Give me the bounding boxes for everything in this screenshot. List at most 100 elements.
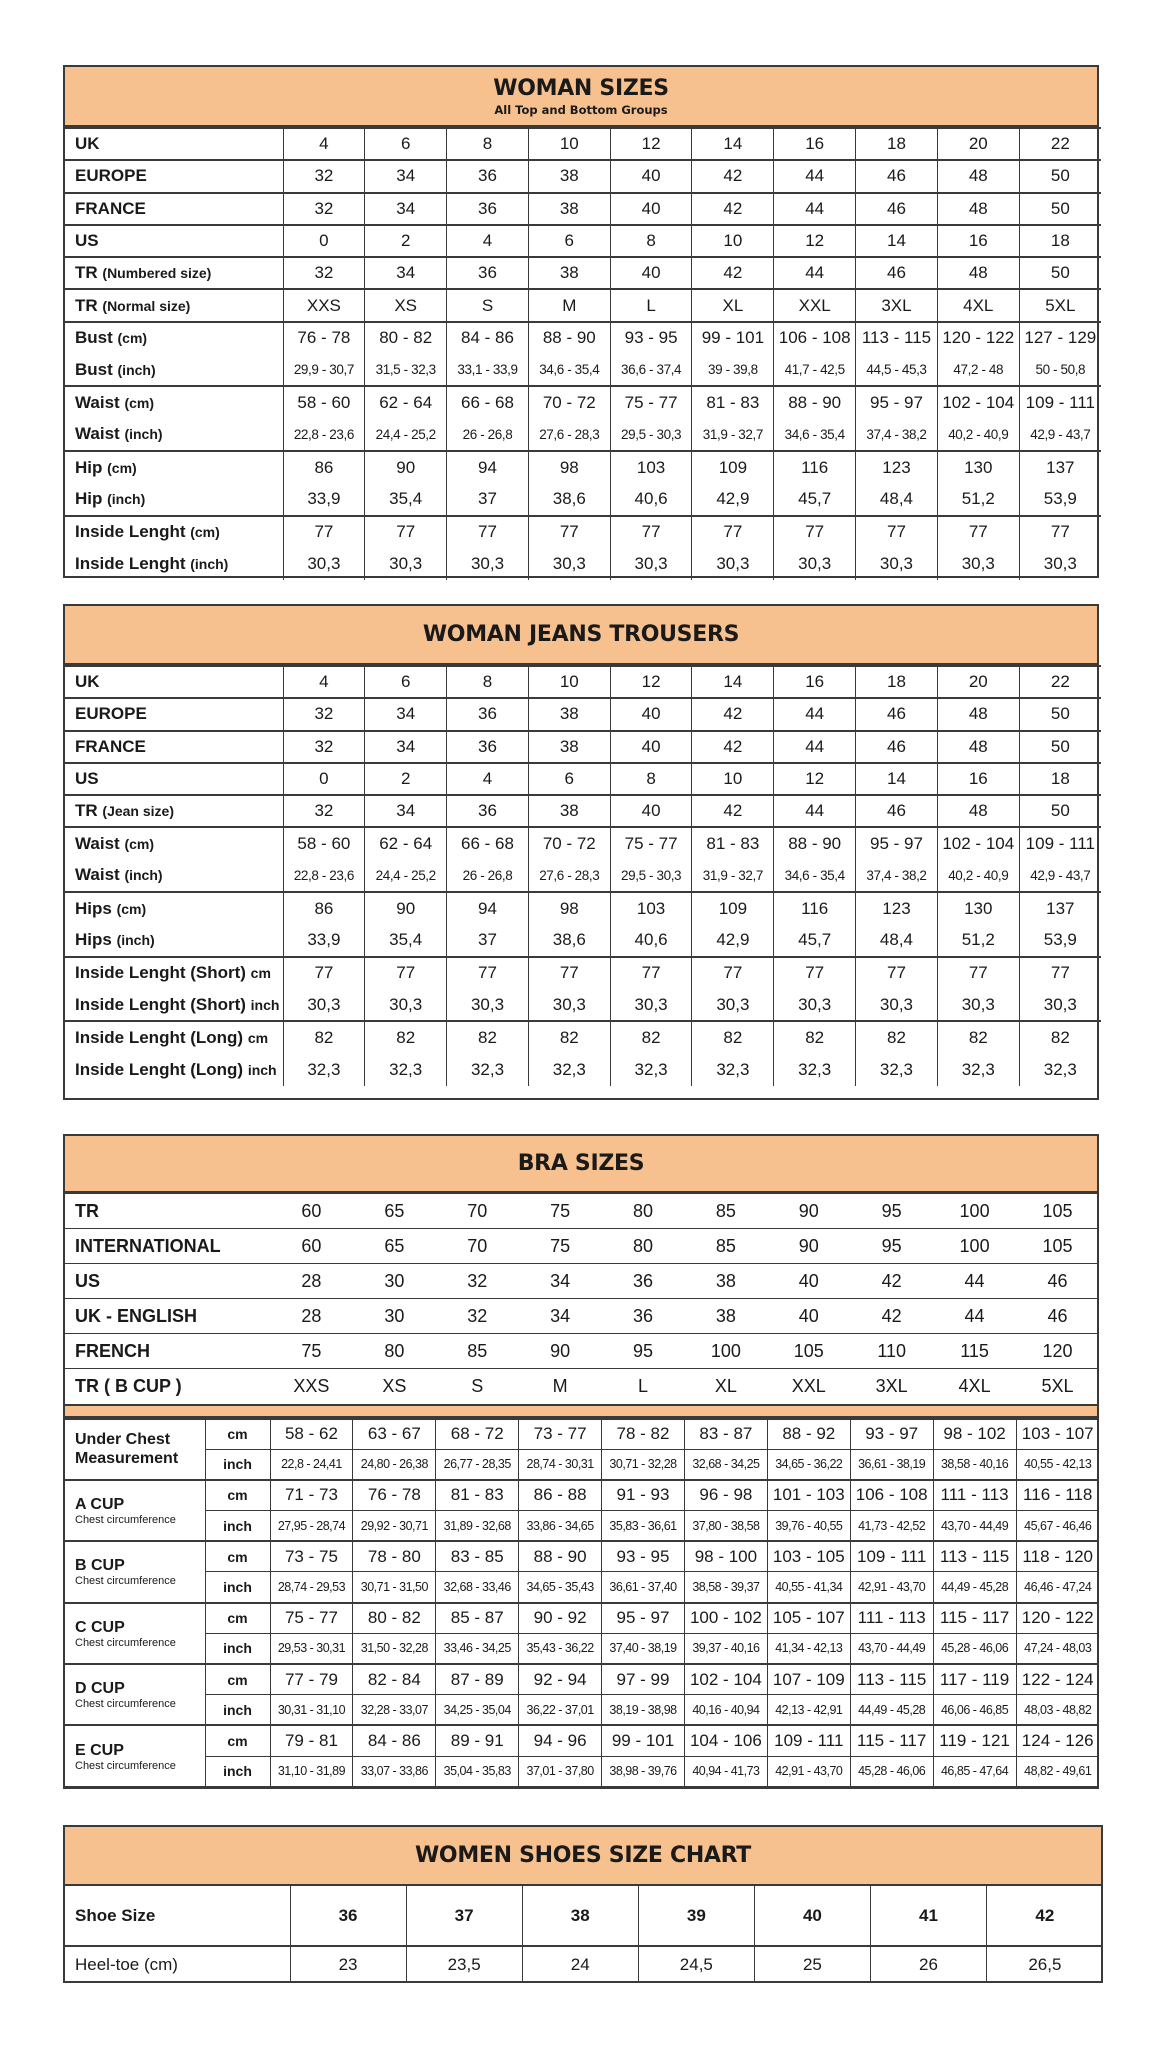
table-cell: 28 bbox=[270, 1298, 353, 1334]
table-cell: 2 bbox=[364, 761, 447, 796]
table-cell: 39,76 - 40,55 bbox=[766, 1510, 851, 1542]
row-label: Hip (inch) bbox=[65, 483, 283, 515]
table-cell: 36,6 - 37,4 bbox=[609, 354, 692, 387]
table-cell: 60 bbox=[270, 1228, 353, 1264]
table-cell: 0 bbox=[282, 223, 365, 258]
unit-cell: cm bbox=[204, 1724, 271, 1757]
table-row: TR ( B CUP ) XXS XS S M L XL XXL 3XL 4XL 5XL bbox=[65, 1368, 1099, 1404]
table-row: EUROPE 32 34 36 38 40 42 44 46 48 50 bbox=[65, 159, 1101, 193]
table-cell: 44 bbox=[773, 159, 856, 193]
row-label: Hip (cm) bbox=[65, 449, 283, 484]
table-cell: 27,6 - 28,3 bbox=[527, 418, 611, 451]
table-cell: 42,9 - 43,7 bbox=[1018, 859, 1101, 893]
table-cell: 14 bbox=[855, 223, 938, 258]
table-cell: 32 bbox=[282, 697, 365, 731]
table-cell: 33,86 - 34,65 bbox=[518, 1510, 603, 1542]
table-cell: 4 bbox=[446, 761, 529, 796]
table-cell: 29,5 - 30,3 bbox=[609, 418, 692, 451]
table-cell: 65 bbox=[352, 1228, 436, 1264]
row-label-text: EUROPE bbox=[75, 704, 147, 724]
table-cell: 42 bbox=[691, 159, 774, 193]
table-cell: 109 - 111 bbox=[849, 1540, 934, 1573]
table-cell: 30,3 bbox=[691, 988, 774, 1022]
row-label: Inside Lenght (inch) bbox=[65, 548, 283, 580]
table-cell: 12 bbox=[773, 223, 856, 258]
table-cell: 130 bbox=[936, 891, 1020, 925]
table-cell: 46 bbox=[855, 729, 938, 763]
table-cell: 38 bbox=[527, 794, 611, 828]
table-cell: 32,3 bbox=[527, 1053, 611, 1086]
table-row: B CUP Chest circumference cm 73 - 75 78 - 80… bbox=[65, 1540, 1099, 1604]
table-cell: 88 - 90 bbox=[518, 1540, 603, 1573]
row-label-text: Waist bbox=[75, 424, 120, 444]
row-label: Inside Lenght (Short) cm bbox=[65, 955, 283, 989]
table-cell: 38,58 - 39,37 bbox=[683, 1571, 768, 1604]
unit-cell: inch bbox=[205, 1510, 271, 1542]
table-cell: 93 - 97 bbox=[849, 1417, 934, 1450]
table-cell: 48,82 - 49,61 bbox=[1015, 1755, 1099, 1788]
table-cell: 98 bbox=[527, 449, 611, 484]
table-cell: 22 bbox=[1018, 126, 1101, 161]
table-cell: 109 bbox=[691, 891, 774, 925]
table-cell: 47,2 - 48 bbox=[936, 354, 1020, 387]
table-cell: 30,3 bbox=[1018, 547, 1101, 581]
table-cell: 84 - 86 bbox=[352, 1724, 437, 1757]
cup-sublabel: Chest circumference bbox=[75, 1698, 176, 1711]
table-cell: 39 - 39,8 bbox=[691, 354, 774, 387]
table-cell: 44,49 - 45,28 bbox=[932, 1571, 1017, 1604]
row-label: Waist (inch) bbox=[65, 419, 283, 451]
table-cell: 42,13 - 42,91 bbox=[766, 1694, 851, 1726]
table-cell: 30,3 bbox=[527, 988, 611, 1022]
table-row: Waist (inch) 22,8 - 23,6 24,4 - 25,2 26 - 2… bbox=[65, 418, 1101, 451]
table-cell: XS bbox=[364, 288, 447, 322]
table-cell: 44 bbox=[933, 1298, 1017, 1334]
table-cell: 119 - 121 bbox=[932, 1724, 1017, 1757]
table-cell: 42,9 bbox=[691, 483, 774, 516]
table-cell: 12 bbox=[773, 761, 856, 796]
table-cell: 42 bbox=[691, 256, 774, 290]
table-cell: 68 - 72 bbox=[435, 1417, 520, 1450]
table-cell: 30,3 bbox=[527, 547, 611, 581]
table-cell: XXS bbox=[282, 288, 365, 322]
table-cell: 36 bbox=[446, 256, 529, 290]
table-cell: 88 - 90 bbox=[527, 320, 611, 355]
table-cell: 93 - 95 bbox=[609, 320, 692, 355]
woman-jeans-title: WOMAN JEANS TROUSERS bbox=[422, 622, 740, 647]
row-label: UK bbox=[65, 664, 283, 699]
table-cell: 46,06 - 46,85 bbox=[932, 1694, 1017, 1726]
table-cell: 81 - 83 bbox=[691, 385, 774, 419]
row-unit: inch bbox=[247, 1061, 277, 1078]
table-cell: 40,6 bbox=[609, 924, 692, 957]
table-cell: 12 bbox=[609, 126, 692, 161]
row-label-text: US bbox=[75, 231, 99, 251]
table-cell: 75 bbox=[518, 1228, 602, 1264]
table-cell: 70 - 72 bbox=[527, 826, 611, 860]
table-cell: 22,8 - 24,41 bbox=[269, 1448, 354, 1481]
row-label: Waist (cm) bbox=[65, 826, 283, 860]
table-cell: 28,74 - 30,31 bbox=[518, 1448, 603, 1481]
table-cell: 22,8 - 23,6 bbox=[282, 859, 365, 893]
table-cell: 32,3 bbox=[364, 1053, 447, 1086]
table-row: Hips (inch) 33,9 35,4 37 38,6 40,6 42,9 45,7 48,… bbox=[65, 924, 1101, 957]
row-unit: (Normal size) bbox=[102, 297, 191, 314]
table-cell: 130 bbox=[936, 449, 1020, 484]
row-unit: (cm) bbox=[124, 395, 155, 412]
woman-jeans-table: WOMAN JEANS TROUSERS UK 4 6 8 10 12 14 16 18 20 22… bbox=[63, 604, 1101, 1100]
table-cell: 42 bbox=[850, 1298, 934, 1334]
table-row: Inside Lenght (Long) inch 32,3 32,3 32,3 32,… bbox=[65, 1053, 1101, 1086]
woman-sizes-grid: UK 4 6 8 10 12 14 16 18 20 22 EUROPE 32 34 36 38 40 42 44 4… bbox=[65, 126, 1101, 581]
table-cell: 26,77 - 28,35 bbox=[435, 1448, 520, 1481]
table-cell: 36 bbox=[601, 1263, 685, 1299]
row-unit: (inch) bbox=[124, 426, 163, 443]
table-cell: 42,91 - 43,70 bbox=[766, 1755, 851, 1788]
table-cell: 77 - 79 bbox=[269, 1663, 354, 1696]
table-cell: 106 - 108 bbox=[849, 1478, 934, 1512]
table-row: inch 29,53 - 30,31 31,50 - 32,28 33,46 - 34… bbox=[65, 1632, 1099, 1665]
table-cell: 109 - 111 bbox=[766, 1724, 851, 1757]
table-cell: 6 bbox=[364, 126, 447, 161]
table-cell: 32 bbox=[435, 1298, 519, 1334]
woman-sizes-header: WOMAN SIZES All Top and Bottom Groups bbox=[65, 67, 1097, 127]
table-cell: 44,49 - 45,28 bbox=[849, 1694, 934, 1726]
table-cell: 34,6 - 35,4 bbox=[773, 418, 856, 451]
table-cell: 94 bbox=[446, 891, 529, 925]
